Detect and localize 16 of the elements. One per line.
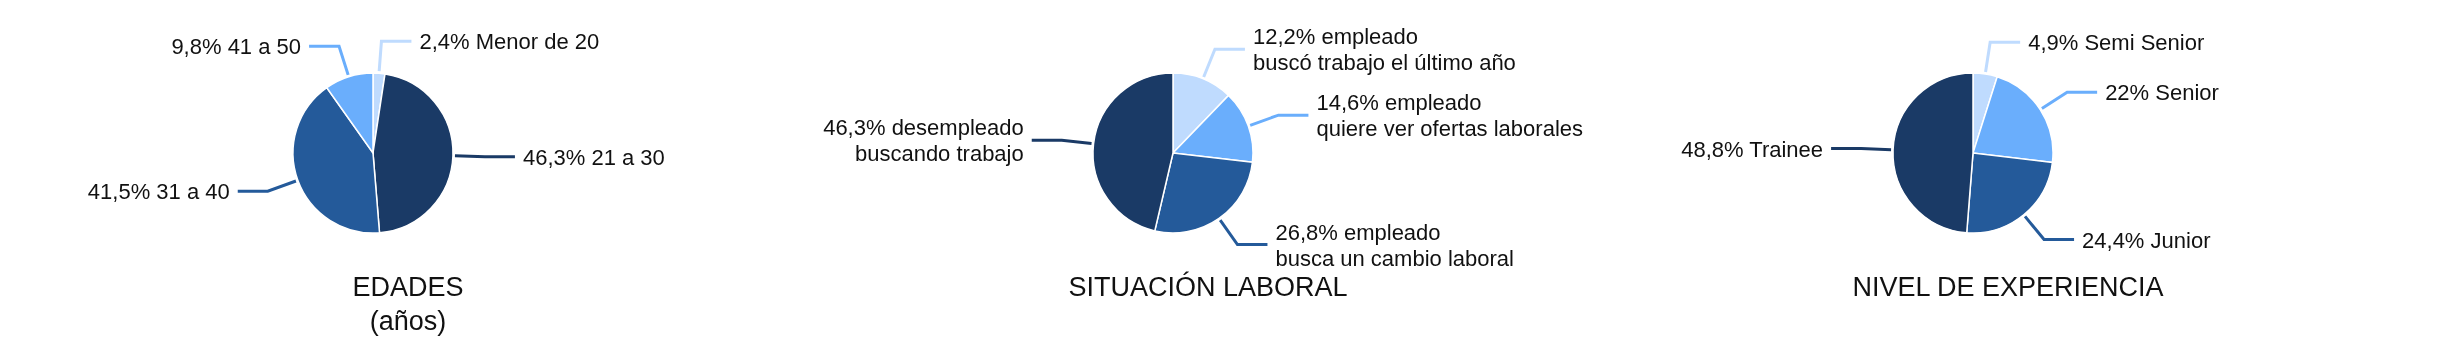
slice-label: 4,9% Semi Senior — [2028, 29, 2205, 55]
slice-label: 41,5% 31 a 40 — [87, 178, 230, 204]
slice-label: 24,4% Junior — [2082, 227, 2211, 253]
text: EDADES — [351, 271, 465, 304]
slice-label: 22% Senior — [2105, 79, 2219, 105]
slice-label: 14,6% empleado quiere ver ofertas laborales — [1316, 89, 1584, 141]
slice-label: 48,8% Trainee — [1681, 136, 1824, 162]
slice-label: 9,8% 41 a 50 — [171, 33, 302, 59]
slice-label: 46,3% 21 a 30 — [522, 144, 665, 170]
slice-label: 2,4% Menor de 20 — [419, 28, 600, 54]
slice-label: 26,8% empleado busca un cambio laboral — [1275, 219, 1514, 271]
slice-label: 12,2% empleado buscó trabajo el último año — [1252, 23, 1516, 75]
slice-label: 46,3% desempleado buscando trabajo — [823, 114, 1024, 166]
text: SITUACIÓN LABORAL — [1067, 270, 1349, 304]
text: (años) — [368, 305, 448, 338]
text: NIVEL DE EXPERIENCIA — [1851, 271, 2165, 304]
